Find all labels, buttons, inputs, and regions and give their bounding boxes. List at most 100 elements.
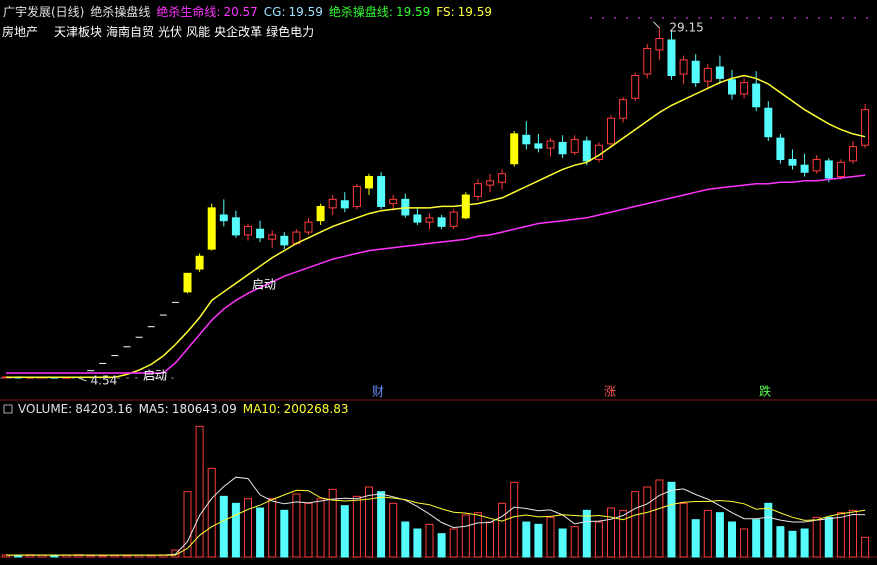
volume-bar	[183, 491, 192, 558]
candle-body	[558, 141, 567, 155]
event-marker: 财	[372, 385, 384, 399]
volume-bar	[377, 491, 386, 558]
candle-body	[788, 158, 797, 166]
candle-body	[244, 225, 252, 236]
candle-body	[449, 211, 458, 227]
candle-body	[316, 205, 325, 222]
candle-body	[195, 255, 204, 270]
panel-icon	[3, 404, 13, 414]
volume-bar	[824, 516, 833, 558]
volume-bar	[244, 498, 252, 558]
indicator-label: 绝杀操盘线:	[329, 4, 393, 19]
volume-bar	[219, 495, 228, 558]
event-marker: 跌	[759, 384, 771, 399]
volume-bar	[752, 519, 761, 558]
event-marker: 涨	[604, 384, 616, 399]
volume-bar	[437, 533, 446, 558]
tag-line: 房地产 天津板块 海南自贸 光伏 风能 央企改革 绿色电力	[2, 24, 314, 39]
tag: 绿色电力	[266, 24, 314, 39]
volume-bar	[195, 425, 204, 558]
annotation: 启动	[252, 278, 276, 292]
candle-body	[655, 38, 664, 51]
volume-bar	[764, 502, 773, 558]
candle-body	[715, 66, 724, 79]
volume-bar	[365, 486, 373, 558]
volume-bar	[546, 516, 555, 558]
tag: 房地产	[2, 24, 38, 39]
volume-ma-line	[6, 489, 866, 556]
candle-body	[486, 180, 494, 186]
volume-bar	[292, 493, 301, 558]
volume-bar	[679, 502, 688, 558]
indicator-value: 20.57	[223, 5, 257, 19]
volume-bar	[607, 507, 615, 558]
candle-body	[231, 217, 240, 236]
volume-bar	[401, 521, 410, 558]
indicator-label: 绝杀生命线:	[156, 4, 220, 19]
candle-body	[728, 79, 736, 95]
candle-body	[582, 140, 591, 162]
indicator-value: 19.59	[289, 5, 323, 19]
candle-body	[703, 67, 712, 82]
candle-body	[498, 173, 507, 183]
candle-body	[631, 75, 640, 99]
candle-body	[328, 198, 337, 209]
volume-bar	[836, 512, 845, 558]
candle-body	[861, 109, 870, 146]
high-label: 29.15	[669, 20, 703, 34]
candle-body	[607, 117, 615, 145]
candle-body	[340, 200, 349, 209]
volume-bar	[655, 479, 664, 558]
volume-bar	[667, 481, 676, 558]
legend-value: 200268.83	[284, 402, 349, 416]
volume-bar	[473, 512, 482, 558]
volume-bar	[340, 505, 349, 558]
candle-body	[304, 221, 313, 233]
volume-bar	[861, 536, 870, 558]
candle-body	[365, 176, 373, 189]
candle-body	[413, 214, 422, 223]
volume-bar	[740, 528, 749, 558]
volume-bar	[728, 521, 736, 558]
tag: 风能	[186, 25, 210, 39]
volume-bar	[788, 530, 797, 558]
candle-body	[522, 134, 531, 145]
volume-bar	[413, 528, 422, 558]
tag: 海南自贸	[106, 24, 154, 39]
candle-body	[836, 161, 845, 178]
volume-bar	[256, 507, 265, 558]
volume-header: VOLUME: 84203.16 MA5: 180643.09 MA10: 200268.…	[18, 402, 349, 416]
candle-body	[643, 47, 652, 75]
candle-body	[776, 137, 785, 160]
indicator-label: FS:	[436, 5, 454, 19]
volume-bar	[304, 502, 313, 558]
price-line	[6, 74, 866, 378]
indicator-value: 19.59	[458, 5, 492, 19]
legend-label: MA5:	[139, 402, 169, 416]
tag: 央企改革	[214, 24, 262, 39]
candle-body	[740, 82, 749, 95]
candle-body	[570, 139, 579, 153]
candle-body	[183, 272, 192, 293]
tag: 天津板块	[54, 25, 102, 39]
volume-bar	[461, 514, 470, 558]
candle-body	[437, 217, 446, 227]
volume-bar	[558, 528, 567, 558]
volume-bar	[800, 528, 809, 558]
annotation: 启动	[143, 369, 167, 383]
candle-body	[849, 146, 857, 162]
candle-body	[352, 186, 361, 207]
candle-body	[425, 217, 434, 223]
volume-bar	[147, 554, 156, 558]
legend-value: 180643.09	[172, 402, 237, 416]
candle-body	[389, 198, 398, 205]
volume-bar	[123, 555, 131, 558]
volume-bar	[231, 502, 240, 558]
volume-bar	[522, 521, 531, 558]
candle-body	[812, 158, 821, 172]
volume-bar	[619, 509, 628, 558]
volume-bar	[510, 481, 519, 558]
candle-body	[219, 214, 228, 222]
volume-bar	[449, 528, 458, 558]
